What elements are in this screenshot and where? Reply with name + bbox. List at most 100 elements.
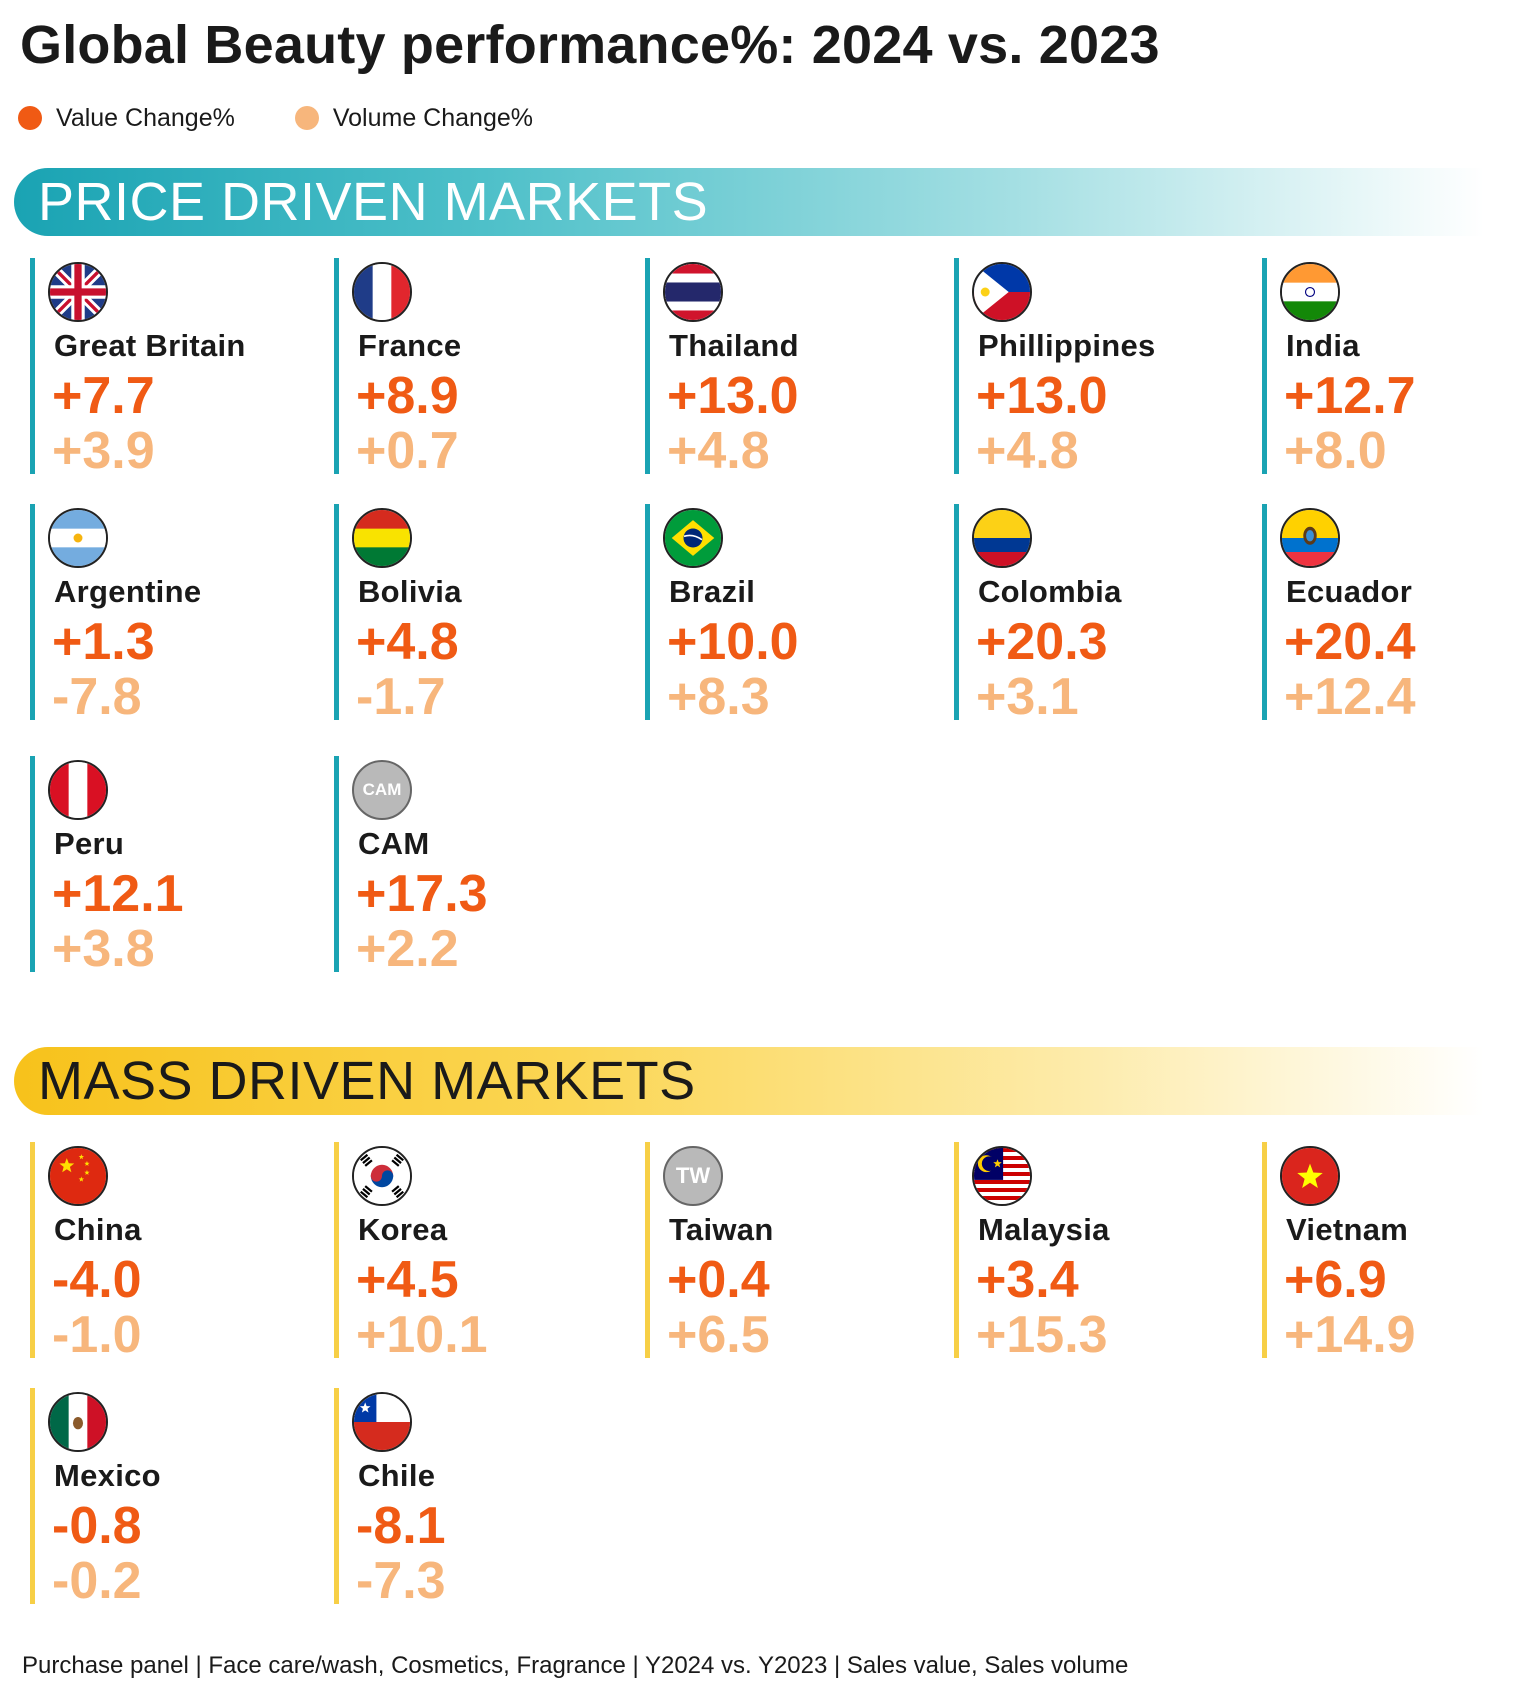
volume-change: +10.1: [356, 1306, 488, 1364]
volume-change: +4.8: [667, 422, 770, 480]
korea-flag-icon: [352, 1146, 412, 1206]
value-change: +3.4: [976, 1251, 1079, 1309]
value-change: +12.7: [1284, 367, 1416, 425]
market-name: Brazil: [669, 574, 756, 609]
card-accent-bar: [645, 1142, 650, 1358]
value-change: +7.7: [52, 367, 155, 425]
market-card: Bolivia +4.8 -1.7: [334, 504, 624, 726]
card-accent-bar: [334, 1388, 339, 1604]
market-card: Ecuador +20.4 +12.4: [1262, 504, 1536, 726]
china-flag-icon: [48, 1146, 108, 1206]
value-change: +13.0: [976, 367, 1108, 425]
card-accent-bar: [954, 258, 959, 474]
volume-change: +14.9: [1284, 1306, 1416, 1364]
card-accent-bar: [334, 1142, 339, 1358]
market-name: Ecuador: [1286, 574, 1413, 609]
market-card: Argentine +1.3 -7.8: [30, 504, 320, 726]
market-card: Korea +4.5 +10.1: [334, 1142, 624, 1364]
brazil-flag-icon: [663, 508, 723, 568]
india-flag-icon: [1280, 262, 1340, 322]
market-name: Vietnam: [1286, 1212, 1409, 1247]
volume-change: +0.7: [356, 422, 459, 480]
colombia-flag-icon: [972, 508, 1032, 568]
market-name: Chile: [358, 1458, 436, 1493]
volume-change: +3.1: [976, 668, 1079, 726]
volume-change: +12.4: [1284, 668, 1416, 726]
card-accent-bar: [1262, 258, 1267, 474]
market-name: Malaysia: [978, 1212, 1110, 1247]
market-name: Thailand: [669, 328, 799, 363]
volume-change: +8.0: [1284, 422, 1387, 480]
market-name: Korea: [358, 1212, 448, 1247]
card-accent-bar: [334, 504, 339, 720]
market-card: Colombia +20.3 +3.1: [954, 504, 1244, 726]
value-change: +4.5: [356, 1251, 459, 1309]
card-accent-bar: [334, 258, 339, 474]
price-section-header: PRICE DRIVEN MARKETS: [14, 168, 1484, 236]
market-name: Great Britain: [54, 328, 246, 363]
market-name: France: [358, 328, 462, 363]
legend-label-value: Value Change%: [56, 103, 235, 132]
bolivia-flag-icon: [352, 508, 412, 568]
card-accent-bar: [645, 258, 650, 474]
market-card: Phillippines +13.0 +4.8: [954, 258, 1244, 480]
volume-change: +2.2: [356, 920, 459, 978]
volume-change: -1.7: [356, 668, 446, 726]
peru-flag-icon: [48, 760, 108, 820]
flag-badge-text: CAM: [362, 780, 402, 799]
market-card: Great Britain +7.7 +3.9: [30, 258, 320, 480]
value-change: +13.0: [667, 367, 799, 425]
mass-section-header: MASS DRIVEN MARKETS: [14, 1047, 1484, 1115]
market-name: Taiwan: [669, 1212, 774, 1247]
value-change: +20.4: [1284, 613, 1416, 671]
card-accent-bar: [30, 258, 35, 474]
value-change: +0.4: [667, 1251, 770, 1309]
value-change: -0.8: [52, 1497, 142, 1555]
price-section-title: PRICE DRIVEN MARKETS: [38, 172, 709, 232]
volume-change: -7.3: [356, 1552, 446, 1610]
volume-change: +15.3: [976, 1306, 1108, 1364]
great-britain-flag-icon: [48, 262, 108, 322]
market-card: Vietnam +6.9 +14.9: [1262, 1142, 1536, 1364]
market-name: Phillippines: [978, 328, 1156, 363]
value-change: +17.3: [356, 865, 488, 923]
market-card: Malaysia +3.4 +15.3: [954, 1142, 1244, 1364]
card-accent-bar: [1262, 504, 1267, 720]
phillippines-flag-icon: [972, 262, 1032, 322]
value-change: +12.1: [52, 865, 184, 923]
value-change: +8.9: [356, 367, 459, 425]
malaysia-flag-icon: [972, 1146, 1032, 1206]
legend: Value Change% Volume Change%: [18, 100, 593, 136]
legend-label-volume: Volume Change%: [332, 103, 533, 132]
chile-flag-icon: [352, 1392, 412, 1452]
volume-change: +3.8: [52, 920, 155, 978]
page-title: Global Beauty performance%: 2024 vs. 202…: [20, 15, 1160, 75]
market-card: China -4.0 -1.0: [30, 1142, 320, 1364]
market-name: China: [54, 1212, 142, 1247]
card-accent-bar: [954, 1142, 959, 1358]
taiwan-flag-icon: TW: [663, 1146, 723, 1206]
thailand-flag-icon: [663, 262, 723, 322]
market-card: CAM CAM +17.3 +2.2: [334, 756, 624, 978]
market-name: India: [1286, 328, 1360, 363]
card-accent-bar: [30, 1388, 35, 1604]
ecuador-flag-icon: [1280, 508, 1340, 568]
value-change: +10.0: [667, 613, 799, 671]
market-card: Thailand +13.0 +4.8: [645, 258, 935, 480]
market-name: Peru: [54, 826, 125, 861]
value-change: -8.1: [356, 1497, 446, 1555]
card-accent-bar: [645, 504, 650, 720]
card-accent-bar: [30, 1142, 35, 1358]
value-change: -4.0: [52, 1251, 142, 1309]
value-change: +1.3: [52, 613, 155, 671]
market-name: CAM: [358, 826, 430, 861]
market-name: Bolivia: [358, 574, 462, 609]
france-flag-icon: [352, 262, 412, 322]
card-accent-bar: [334, 756, 339, 972]
value-change: +20.3: [976, 613, 1108, 671]
flag-badge-text: TW: [675, 1163, 711, 1188]
market-card: France +8.9 +0.7: [334, 258, 624, 480]
market-card: TW Taiwan +0.4 +6.5: [645, 1142, 935, 1364]
volume-change: +8.3: [667, 668, 770, 726]
volume-change: +4.8: [976, 422, 1079, 480]
